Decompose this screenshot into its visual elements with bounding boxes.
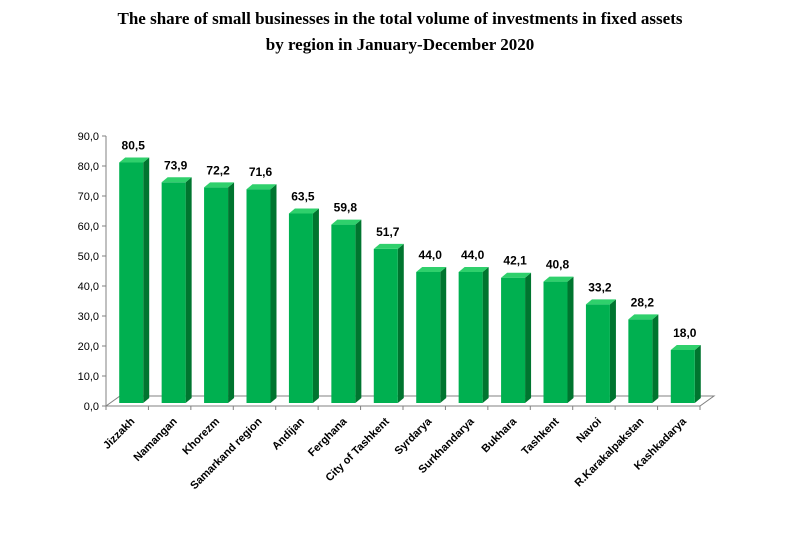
bar-side (270, 184, 277, 403)
bar-side (355, 219, 362, 403)
bar-side (609, 299, 616, 403)
data-label: 63,5 (291, 190, 315, 204)
y-tick-label: 20,0 (78, 341, 99, 353)
bar-side (482, 267, 489, 403)
y-tick-label: 70,0 (78, 191, 99, 203)
y-tick-label: 30,0 (78, 311, 99, 323)
bar-top (119, 157, 150, 163)
bar (331, 224, 356, 403)
data-label: 71,6 (249, 165, 273, 179)
bar (628, 319, 653, 403)
data-label: 28,2 (631, 295, 655, 309)
bar-top (501, 272, 532, 278)
data-label: 33,2 (588, 280, 612, 294)
bar (204, 187, 229, 403)
bar (288, 213, 313, 403)
data-label: 44,0 (419, 248, 443, 262)
bar-top (246, 184, 277, 190)
data-label: 18,0 (673, 326, 697, 340)
chart-title: The share of small businesses in the tot… (0, 6, 800, 58)
data-label: 51,7 (376, 225, 400, 239)
bar-top (585, 299, 616, 305)
bar (670, 350, 695, 403)
data-label: 40,8 (546, 258, 570, 272)
category-label: Syrdarya (393, 415, 435, 457)
chart-floor (104, 395, 716, 407)
category-label: Ferghana (306, 415, 350, 459)
bar (373, 248, 398, 403)
bar-side (185, 177, 192, 403)
bar (246, 189, 271, 403)
bar-top (204, 182, 235, 188)
bar-top (670, 345, 701, 350)
bar-top (628, 314, 659, 320)
y-tick-label: 80,0 (78, 161, 99, 173)
bar (416, 272, 441, 403)
bar-side (312, 208, 319, 403)
bar (458, 272, 483, 403)
y-tick-label: 50,0 (78, 251, 99, 263)
data-label: 44,0 (461, 248, 485, 262)
data-label: 59,8 (334, 201, 358, 215)
category-label: Bukhara (480, 415, 520, 455)
y-tick-label: 0,0 (84, 401, 99, 413)
data-label: 80,5 (122, 139, 146, 153)
bar-side (652, 314, 659, 403)
data-label: 73,9 (164, 158, 188, 172)
bar-side (567, 276, 574, 403)
bar-side (228, 182, 235, 403)
bar-side (397, 243, 404, 403)
bar-top (373, 243, 404, 249)
y-tick-label: 40,0 (78, 281, 99, 293)
y-tick-label: 60,0 (78, 221, 99, 233)
category-label: Jizzakh (101, 415, 137, 451)
category-label: Navoi (574, 416, 604, 446)
bar-side (694, 345, 701, 403)
y-tick-label: 90,0 (78, 131, 99, 143)
bar-top (458, 267, 489, 272)
bar-side (143, 157, 150, 403)
bar (543, 281, 568, 403)
y-tick-label: 10,0 (78, 371, 99, 383)
bar-top (288, 208, 319, 214)
chart-title-line-2: by region in January-December 2020 (265, 35, 535, 54)
category-label: Tashkent (520, 415, 562, 457)
bar-top (161, 177, 192, 183)
bar-side (525, 272, 532, 403)
bar (585, 304, 610, 403)
category-label: Samarkand region (188, 415, 265, 492)
category-label: Andijan (270, 415, 307, 452)
category-label: Khorezm (180, 415, 222, 457)
category-label: Namangan (132, 415, 180, 463)
bar-top (416, 267, 447, 272)
bar (119, 162, 144, 403)
bar-top (543, 276, 574, 282)
data-label: 72,2 (206, 163, 230, 177)
bar-top (331, 219, 362, 225)
data-label: 42,1 (503, 254, 527, 268)
bar-side (440, 267, 447, 403)
chart-title-line-1: The share of small businesses in the tot… (117, 9, 683, 28)
bar (501, 277, 526, 403)
bar (161, 182, 186, 403)
